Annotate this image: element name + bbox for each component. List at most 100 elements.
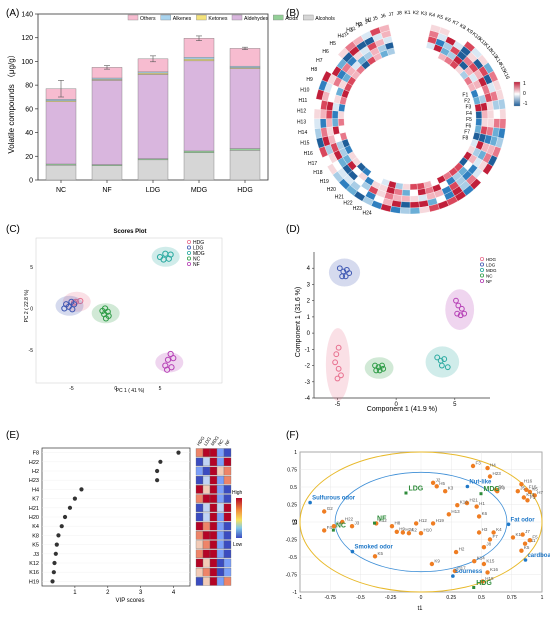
panel-e-heat-cell [216,494,225,503]
panel-a-legend-label: Alcohols [315,16,335,22]
panel-b-left-label: H1 [365,17,372,23]
panel-d-point-mdg [444,364,451,371]
panel-b-heatmap-cell [338,103,346,112]
panel-e-label: (E) [6,430,19,441]
panel-b-heatmap-cell [487,118,495,128]
panel-f-variable-point [521,495,527,500]
panel-b-outer-label: K5 [436,14,444,22]
panel-e-heat-column-label: MDG [210,435,220,447]
panel-e-heat-cell [216,540,225,549]
panel-f-descriptor-point [350,549,355,554]
panel-a-bar-segment-others [183,38,215,58]
panel-d-ytick-label: 2 [307,299,311,305]
panel-e-heat-cell [209,531,218,540]
panel-f-group-label: NF [377,516,387,523]
panel-b-left-label: H3 [346,27,353,33]
panel-b-left-label: H23 [353,206,362,212]
panel-a-bar-segment-alcohols [45,164,77,181]
panel-a-bars [45,35,261,181]
panel-f-variable-label: H22 [345,517,354,522]
panel-e-heat-cell [202,549,211,559]
panel-e-heat-cell [223,567,232,577]
panel-f-variable-label: J2 [436,477,441,482]
panel-b-left-label: H6 [322,49,329,55]
panel-f-variable-point [430,521,436,526]
panel-e-ytick-label: K8 [32,533,39,539]
panel-d-point-hdg [338,372,344,379]
panel-f-variable-label: F4 [327,525,333,530]
panel-e-heat-cell [209,457,218,467]
panel-a-bar-segment-others [229,48,261,67]
panel-f-variable-label: K4 [496,527,502,532]
panel-e-vip-point [176,450,181,455]
panel-f-variable-point [510,535,516,540]
panel-e-heat-cell [216,475,225,485]
panel-b-outer-label: J3 [357,22,365,30]
panel-b-left-label: H2 [355,22,362,28]
panel-e-vip-point [62,514,68,520]
panel-b-heatmap-cell [409,201,420,209]
panel-e-heat-cell [202,521,211,531]
panel-e-heat-cell [195,549,204,559]
panel-f-descriptor-point [465,484,470,489]
panel-e-heat-cell [195,521,204,531]
panel-f-variable-label: F6 [499,484,505,489]
panel-e-heat-cell [223,503,232,513]
panel-f-descriptor-label: Sulfurous odor [312,496,356,502]
panel-b-inner-label: F4 [466,111,472,117]
panel-b-outer-label: J1 [343,30,351,38]
panel-e-heat-cell [202,577,211,586]
panel-b-heatmap-cell [313,108,321,119]
panel-b-heatmap-cell [402,183,411,191]
panel-c-point-nf [163,366,171,373]
panel-e-heat-cell [202,503,211,513]
panel-e-heat-cell [209,540,218,549]
panel-d-label: (D) [286,224,300,235]
panel-d-point-ldg [342,273,349,280]
panel-a-xtick-label: NF [102,187,111,194]
panel-f-variable-point [476,530,482,535]
panel-b-heatmap-cell [498,98,506,110]
panel-f-variable-point [520,532,525,537]
panel-e-heat-cell [195,512,204,522]
panel-d-ytick-label: 4 [307,266,311,272]
panel-e-heat-cell [223,531,232,540]
panel-f-variable-label: K12 [379,518,388,523]
panel-f-variable-label: H16 [524,479,533,484]
panel-d-point-nf [453,297,459,304]
panel-f-variable-point [481,545,487,550]
panel-f-variable-point [413,521,419,526]
panel-e-heat-column-label: NC [217,438,225,447]
panel-b-outer-label: J2 [349,26,357,34]
panel-f-variable-point [515,489,520,494]
panel-e-ytick-label: H22 [29,460,39,466]
panel-c-pca-scores-plot: (C) Scores Plot PC 1 ( 41 %) PC 2 ( 22.8… [6,224,223,394]
panel-d-ytick-label: -2 [305,364,311,370]
panel-c-label: (C) [6,224,20,235]
panel-d-point-ldg [339,273,346,280]
panel-b-heatmap-cell [487,109,495,119]
panel-d-ytick-label: 0 [307,331,311,337]
panel-b-outer-label: K14 [493,55,503,66]
panel-e-heat-cell [216,577,225,586]
panel-a-ytick-label: 0 [29,178,33,185]
panel-a-ytick-label: 120 [21,35,33,42]
panel-a-legend-swatch [127,14,139,21]
panel-e-vip-point [155,478,160,483]
panel-a-ytick-label: 40 [25,130,33,137]
panel-e-heat-cell [209,512,218,522]
panel-d-legend-label: MDG [486,268,497,273]
panel-d-legend-marker [479,278,484,283]
panel-b-heatmap-cell [475,110,483,119]
panel-a-legend-label: Ketones [208,16,227,22]
panel-b-heatmap-cell [481,110,489,119]
panel-c-ytick-label: 0 [30,306,33,312]
panel-b-outer-label: J5 [372,15,379,22]
panel-e-heat-cell [223,540,232,549]
panel-f-variable-label: H10 [424,528,433,533]
panel-b-left-label: H5 [330,41,337,47]
panel-e-heat-cell [223,485,232,494]
panel-f-descriptor-label: Sourness [455,569,483,575]
panel-a-ytick-label: 140 [21,12,33,19]
panel-f-variable-label: H19 [436,518,445,523]
